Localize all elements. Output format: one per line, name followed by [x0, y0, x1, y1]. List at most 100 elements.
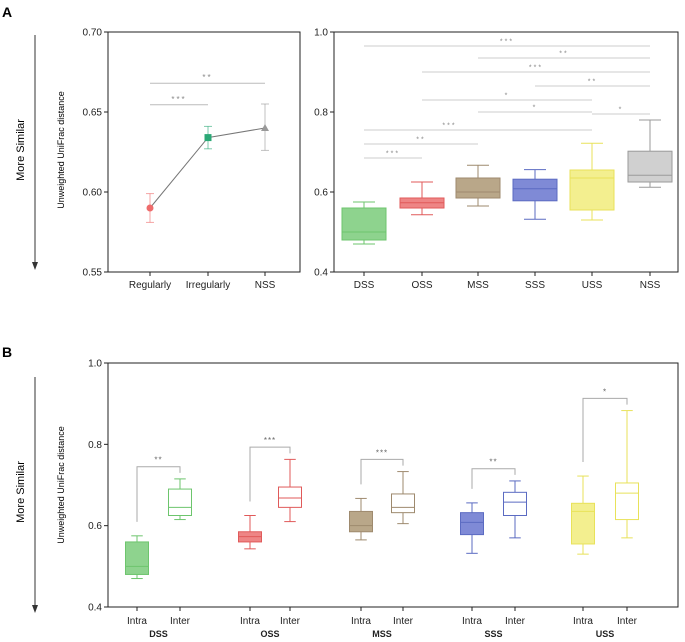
chart-a-left: 0.55 0.60 0.65 0.70 Regularly Irregularly NSS *…	[83, 28, 301, 291]
b-xtick-label-oss-1: Inter	[280, 616, 301, 627]
a-left-sig-label-1: **	[202, 73, 212, 82]
a-right-ytick-label-1: 0.6	[314, 188, 328, 199]
b-box-mss-inter-box	[391, 493, 415, 514]
b-box-sss-intra	[460, 502, 484, 554]
b-box-sss-intra-box	[460, 512, 484, 536]
more-similar-arrow-a	[32, 35, 38, 270]
b-box-uss-inter-box	[615, 482, 639, 521]
ylabel-b: Unweighted UniFrac distance	[56, 426, 66, 544]
a-right-sig-label-7: ***	[442, 123, 456, 130]
b-sig-bracket-dss	[136, 466, 181, 522]
b-box-dss-inter	[168, 478, 192, 521]
a-left-plot-frame	[107, 31, 301, 273]
b-xtick-label-mss-0: Intra	[351, 616, 371, 627]
b-ytick-label-2: 0.8	[88, 440, 102, 451]
a-left-ytick-label-2: 0.65	[83, 108, 103, 119]
a-right-xtick-label-5: NSS	[640, 280, 661, 291]
a-right-box-nss	[627, 119, 673, 188]
a-right-box-nss-box	[627, 150, 673, 183]
a-left-ytick-label-3: 0.70	[83, 28, 103, 39]
a-left-ytick-label-0: 0.55	[83, 268, 103, 279]
a-right-xtick-label-2: MSS	[467, 280, 489, 291]
a-left-xtick-label-0: Regularly	[129, 280, 171, 291]
a-right-sig-label-5: *	[533, 105, 538, 112]
a-left-marker-2	[261, 124, 269, 131]
a-right-box-dss-box	[341, 207, 387, 241]
b-sig-label-oss: ***	[264, 436, 276, 445]
b-xtick-label-uss-1: Inter	[617, 616, 638, 627]
a-right-sig-label-10: ***	[386, 151, 400, 158]
a-right-ytick-label-0: 0.4	[314, 268, 328, 279]
a-right-sig-label-2: ***	[529, 65, 543, 72]
b-sig-label-mss: ***	[376, 448, 388, 457]
a-right-ytick-label-2: 0.8	[314, 108, 328, 119]
a-left-point-nss	[261, 103, 269, 151]
b-ytick-label-0: 0.4	[88, 603, 102, 614]
b-box-oss-inter-box	[278, 486, 302, 508]
b-box-mss-intra	[349, 497, 373, 541]
b-sig-label-sss: **	[489, 458, 497, 467]
b-sig-bracket-mss	[360, 458, 404, 485]
b-xtick-label-dss-0: Intra	[127, 616, 147, 627]
b-sig-bracket-oss	[249, 446, 291, 502]
b-xtick-label-sss-1: Inter	[505, 616, 526, 627]
b-sig-label-uss: *	[603, 387, 607, 396]
a-right-plot-frame	[333, 31, 679, 273]
a-right-sig-label-3: **	[588, 79, 597, 86]
a-right-sig-label-9: **	[416, 137, 425, 144]
b-sig-bracket-uss	[582, 397, 628, 463]
ylabel-a: Unweighted UniFrac distance	[56, 91, 66, 209]
panel-letter-a: A	[2, 4, 12, 20]
b-ytick-label-1: 0.6	[88, 521, 102, 532]
b-box-oss-intra	[238, 515, 262, 550]
a-right-xtick-label-1: OSS	[411, 280, 432, 291]
b-xtick-label-oss-0: Intra	[240, 616, 260, 627]
b-box-uss-inter	[615, 410, 639, 539]
b-box-mss-intra-box	[349, 510, 373, 533]
b-group-label-dss: DSS	[149, 629, 168, 639]
b-box-uss-intra-box	[571, 502, 595, 545]
a-left-point-irregularly	[204, 125, 212, 150]
a-right-xtick-label-3: SSS	[525, 280, 545, 291]
b-ytick-label-3: 1.0	[88, 359, 102, 370]
b-box-sss-inter-box	[503, 491, 527, 517]
a-right-sig-label-0: ***	[500, 39, 514, 46]
a-right-ytick-label-3: 1.0	[314, 28, 328, 39]
b-box-dss-intra-box	[125, 541, 149, 575]
b-xtick-label-mss-1: Inter	[393, 616, 414, 627]
more-similar-label-a: More Similar	[15, 119, 27, 181]
a-left-ytick-label-1: 0.60	[83, 188, 103, 199]
b-box-dss-intra	[125, 535, 149, 580]
a-right-sig-label-6: *	[619, 107, 624, 114]
a-right-sig-label-1: **	[559, 51, 568, 58]
b-xtick-label-dss-1: Inter	[170, 616, 191, 627]
b-box-mss-inter	[391, 471, 415, 525]
panel-letter-b: B	[2, 344, 12, 360]
b-box-uss-intra	[571, 475, 595, 555]
b-xtick-label-sss-0: Intra	[462, 616, 482, 627]
b-group-label-uss: USS	[596, 629, 615, 639]
b-xtick-label-uss-0: Intra	[573, 616, 593, 627]
more-similar-arrow-b	[32, 377, 38, 613]
a-left-point-regularly	[146, 193, 154, 223]
a-left-xtick-label-1: Irregularly	[186, 280, 230, 291]
a-right-box-uss-box	[569, 169, 615, 211]
a-right-box-uss	[569, 142, 615, 221]
b-sig-bracket-sss	[471, 468, 516, 489]
a-right-box-dss	[341, 201, 387, 245]
a-right-box-oss	[399, 181, 445, 216]
b-group-label-mss: MSS	[372, 629, 392, 639]
a-right-xtick-label-0: DSS	[354, 280, 375, 291]
a-right-box-sss	[512, 169, 558, 220]
a-left-marker-1	[204, 134, 212, 142]
b-box-dss-inter-box	[168, 488, 192, 517]
b-group-label-sss: SSS	[484, 629, 502, 639]
more-similar-label-b: More Similar	[15, 461, 27, 523]
a-left-marker-0	[146, 204, 154, 212]
a-right-xtick-label-4: USS	[582, 280, 603, 291]
a-right-box-mss	[455, 164, 501, 207]
b-box-oss-inter	[278, 458, 302, 523]
